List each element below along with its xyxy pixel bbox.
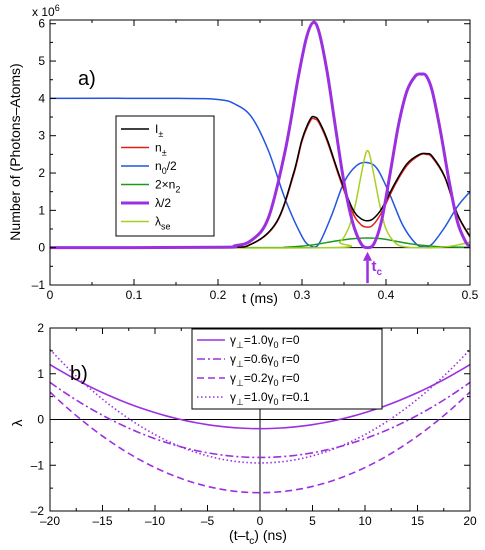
legend-entry-0: γ⊥=1.0γ0 r=0: [230, 333, 300, 350]
series-line-1: [50, 381, 470, 459]
panel-a-x-label: t (ms): [242, 290, 278, 306]
panel-b-legend: γ⊥=1.0γ0 r=0 γ⊥=0.6γ0 r=0 γ⊥=0.2γ0 r=0 γ⊥=1…: [191, 328, 383, 410]
y-tick-label: 4: [38, 91, 45, 105]
x-tick-label: 0.4: [378, 288, 395, 302]
x-tick-label: –15: [92, 514, 112, 528]
panel-a-y-label: Number of (Photons–Atoms): [7, 63, 23, 240]
y-tick-label: 1: [37, 367, 44, 381]
legend-entry-2: n0/2: [155, 159, 177, 176]
x-tick-label: 0: [257, 514, 264, 528]
series-line-2: [50, 97, 470, 248]
panel-a-y-ticks: –1 0 1 2 3 4 5 6: [32, 17, 470, 292]
x-tick-label: –10: [145, 514, 165, 528]
x-tick-label: 5: [309, 514, 316, 528]
x-tick-label: 0.2: [210, 288, 227, 302]
x-tick-label: 0.5: [462, 288, 479, 302]
panel-b-x-ticks: –20 –15 –10 –5 0 5 10 15 20: [40, 328, 477, 528]
y-tick-label: 5: [38, 54, 45, 68]
panel-b-label: b): [70, 363, 88, 385]
y-tick-label: –2: [31, 504, 45, 518]
legend-entry-2: γ⊥=0.2γ0 r=0: [230, 371, 300, 388]
panel-b-legend-box: [191, 328, 383, 410]
x-tick-label: 0.1: [126, 288, 143, 302]
legend-entry-3: γ⊥=1.0γ0 r=0.1: [230, 390, 310, 407]
tc-annotation: tc: [363, 251, 383, 284]
tc-arrow-head: [363, 251, 373, 261]
series-line-0: [50, 115, 470, 249]
legend-entry-5: λse: [155, 215, 171, 232]
tc-label: tc: [372, 258, 383, 278]
panel-a-legend-box: [115, 115, 215, 237]
legend-entry-4: λ/2: [155, 196, 171, 210]
y-tick-label: 1: [38, 203, 45, 217]
panel-a-curves: [50, 20, 470, 250]
y-tick-label: 2: [38, 166, 45, 180]
panel-b-y-label: λ: [9, 420, 25, 427]
x-tick-label: 10: [358, 514, 372, 528]
y-tick-label: 3: [38, 129, 45, 143]
panel-a-label: a): [78, 68, 96, 90]
y-tick-label: –1: [31, 458, 45, 472]
x-tick-label: 0: [47, 288, 54, 302]
x-tick-label: 20: [463, 514, 477, 528]
series-line-4: [50, 20, 470, 250]
legend-entry-1: γ⊥=0.6γ0 r=0: [230, 352, 300, 369]
y-tick-label: 2: [37, 321, 44, 335]
series-line-3: [50, 348, 470, 464]
y-tick-label: 6: [38, 17, 45, 31]
x-tick-label: –20: [40, 514, 60, 528]
x-tick-label: –5: [201, 514, 215, 528]
legend-entry-3: 2×n2: [155, 178, 180, 195]
legend-entry-1: n±: [155, 141, 167, 158]
panel-a-y-multiplier: x 106: [32, 3, 60, 19]
y-tick-label: –1: [32, 278, 46, 292]
y-tick-label: 0: [37, 413, 44, 427]
panel-b-y-ticks: –2 –1 0 1 2: [31, 321, 470, 518]
series-line-1: [50, 117, 470, 249]
panel-b-x-label: (t–tc) (ns): [229, 527, 287, 547]
series-line-0: [50, 363, 470, 430]
panel-a-x-ticks: 0 0.1 0.2 0.3 0.4 0.5: [47, 20, 479, 302]
panel-a-frame: [49, 19, 471, 286]
y-tick-label: 0: [38, 241, 45, 255]
x-tick-label: 0.3: [294, 288, 311, 302]
x-tick-label: 15: [411, 514, 425, 528]
legend-entry-0: I±: [155, 122, 163, 139]
panel-a-legend: I± n±n0/2 2×n2λ/2 λse: [115, 115, 215, 237]
series-line-2: [50, 391, 470, 494]
panel-b-curves: [50, 348, 470, 494]
series-line-5: [50, 149, 470, 249]
